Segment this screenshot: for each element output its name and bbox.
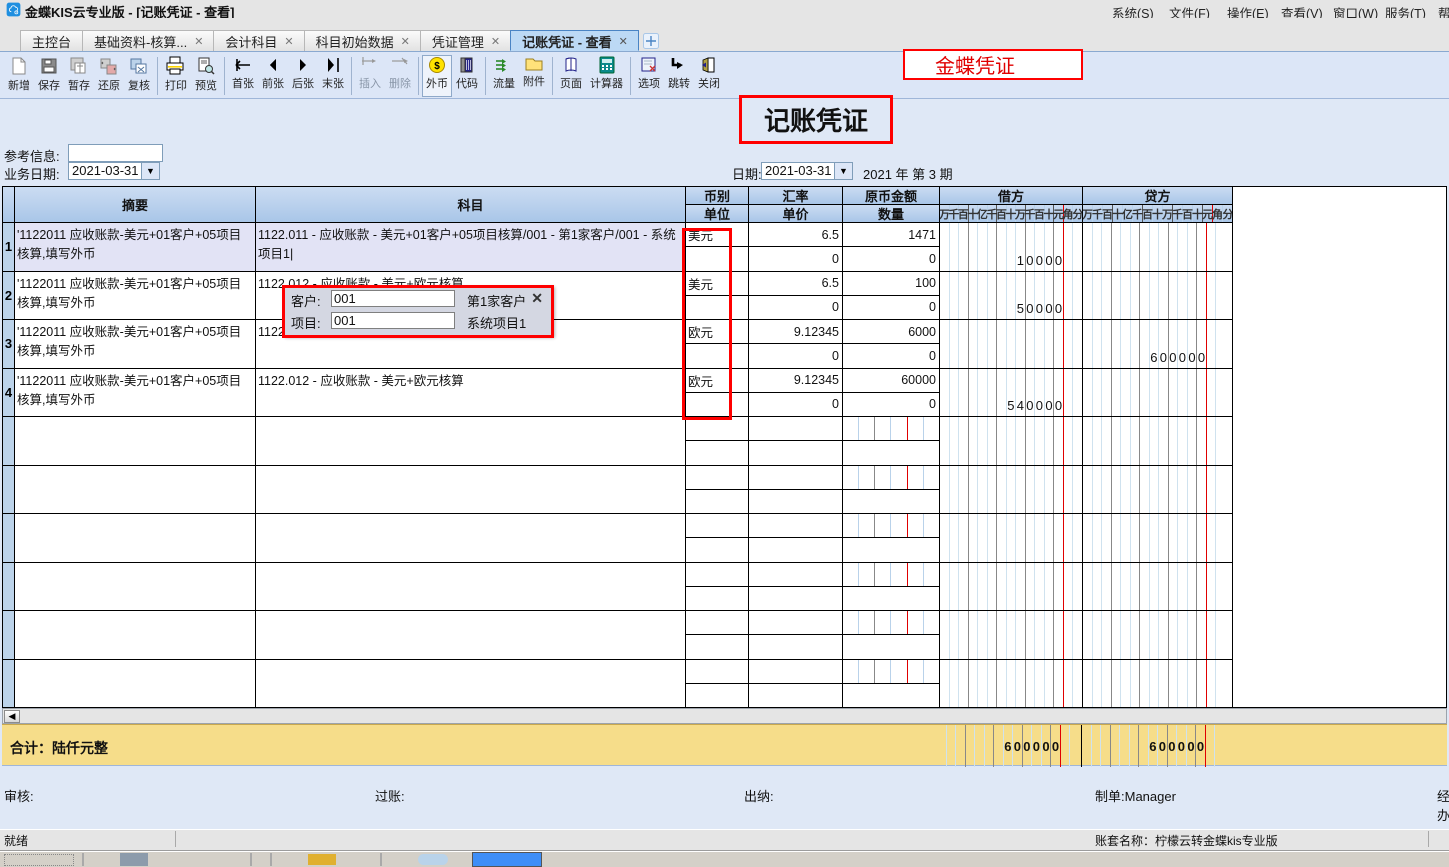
svg-text:$: $ — [434, 61, 440, 72]
